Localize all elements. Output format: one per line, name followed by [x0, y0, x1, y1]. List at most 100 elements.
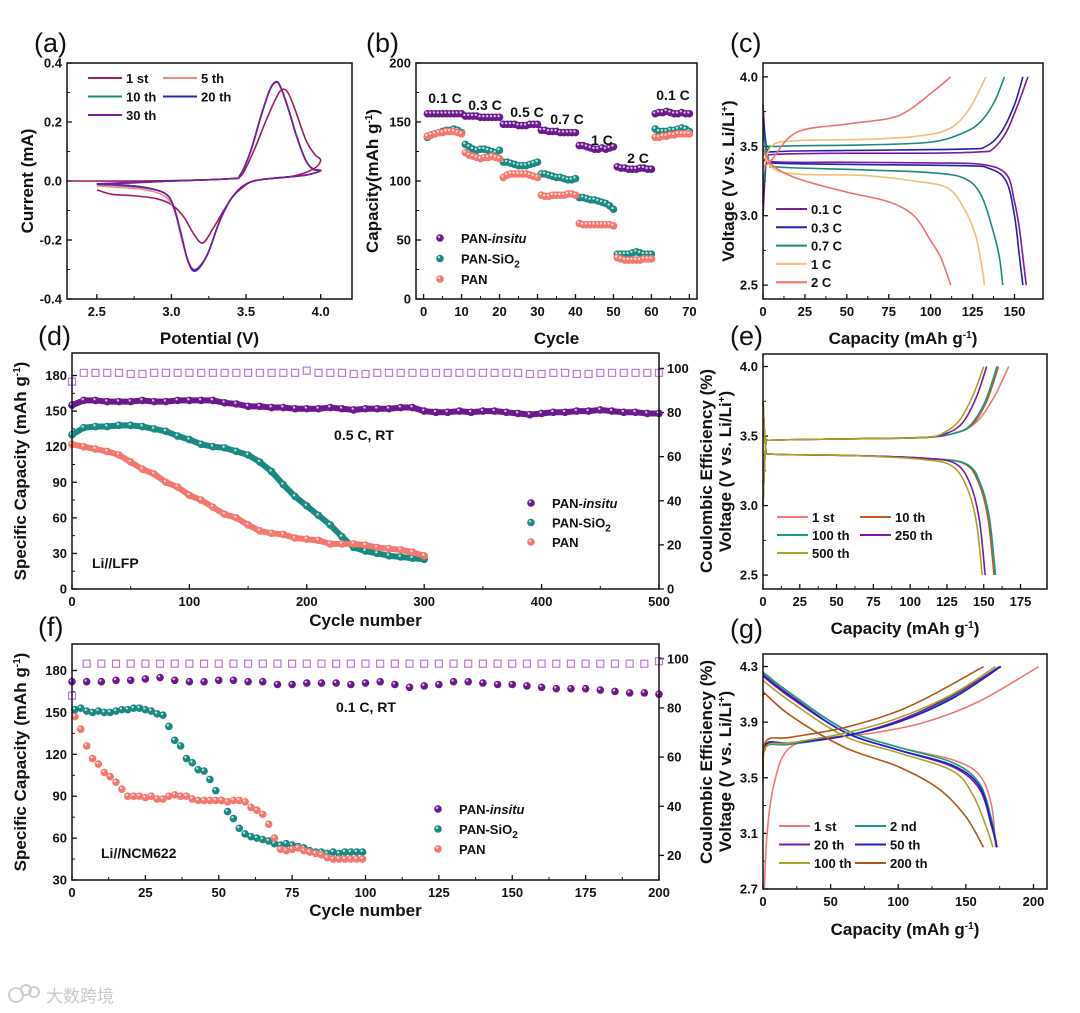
data-point — [405, 659, 414, 668]
legend-label-run: 1 st — [812, 510, 835, 525]
data-point — [153, 795, 161, 803]
series-layer — [423, 107, 694, 264]
data-point — [200, 796, 208, 805]
data-point — [106, 708, 114, 717]
legend-item: 100 th — [777, 528, 850, 543]
legend-label: 5 th — [201, 71, 224, 86]
panel-b: (b) 0 10 20 30 40 50 60 70 0 50 100 150 200 Cycle Capac… — [363, 28, 698, 348]
y-axis-title: Specific Capacity (mAh g-1) — [11, 653, 30, 872]
charge-curve — [762, 366, 988, 506]
charge-curve — [762, 76, 987, 175]
data-point — [200, 767, 208, 775]
data-point — [490, 368, 499, 377]
series-0-7-c — [762, 76, 1006, 286]
legend-label-run: 2 — [514, 260, 520, 271]
data-point — [533, 158, 542, 166]
data-point — [199, 659, 209, 668]
legend-label: 10 th — [895, 510, 925, 525]
data-point — [279, 530, 288, 539]
x-axis-title-run: ) — [974, 920, 980, 939]
discharge-curve — [762, 690, 985, 848]
legend-label: 50 th — [890, 838, 920, 853]
y-tick-label: -0.2 — [40, 233, 62, 248]
x-tick-label: 0 — [68, 885, 75, 900]
data-point — [314, 368, 323, 377]
legend-item: PAN-SiO2 — [436, 252, 520, 271]
data-point — [141, 793, 150, 802]
x-axis-title-run: Potential (V) — [160, 329, 259, 348]
legend-label-run: 1 st — [814, 819, 837, 834]
data-point — [396, 553, 405, 561]
data-point — [229, 814, 238, 823]
data-point — [467, 368, 476, 377]
data-point — [88, 754, 97, 763]
data-point — [209, 396, 217, 405]
data-point — [349, 406, 358, 414]
data-point — [434, 659, 443, 668]
legend-label-run: 250 th — [895, 528, 933, 543]
y-tick-label: 30 — [53, 546, 67, 561]
data-point — [229, 659, 238, 668]
x-axis-title: Capacity (mAh g-1) — [831, 619, 980, 638]
data-point — [291, 404, 299, 413]
legend-label: PAN-SiO2 — [552, 516, 611, 535]
legend-item: 10 th — [860, 510, 925, 525]
data-point — [566, 659, 576, 668]
data-point — [256, 402, 264, 411]
data-point — [347, 855, 355, 863]
data-point — [155, 659, 165, 668]
legend-label: 500 th — [812, 546, 850, 561]
data-point — [302, 659, 311, 668]
data-point — [273, 659, 282, 668]
data-point — [77, 725, 85, 733]
data-point — [608, 407, 616, 415]
x-tick-label: 200 — [648, 885, 670, 900]
data-point — [478, 659, 487, 668]
series-pan — [71, 712, 367, 863]
data-point — [97, 677, 106, 686]
y-tick-label: 30 — [53, 873, 67, 888]
data-point — [647, 165, 656, 173]
y-axis-title-run: ) — [719, 100, 738, 106]
data-point — [170, 736, 179, 745]
legend-label: 1 C — [811, 257, 832, 272]
data-point — [405, 683, 414, 692]
discharge-curve — [762, 679, 994, 848]
data-point — [346, 659, 355, 668]
data-point — [376, 677, 384, 686]
legend: 0.1 C 0.3 C 0.7 C 1 C 2 C — [776, 202, 843, 290]
data-point — [118, 705, 126, 714]
legend-item: 1 C — [776, 257, 832, 272]
series-2-c — [762, 76, 952, 286]
data-point — [223, 797, 232, 806]
series-50-th — [762, 665, 1002, 848]
y-axis-title-run: + — [717, 696, 728, 702]
data-point — [100, 768, 109, 777]
y2-tick-label: 80 — [667, 405, 681, 420]
data-point — [115, 451, 123, 459]
data-point — [141, 675, 150, 683]
data-point — [279, 403, 288, 412]
legend-item: 2 nd — [855, 819, 917, 834]
data-point — [126, 397, 135, 406]
legend-marker — [527, 499, 535, 507]
data-point — [317, 851, 326, 859]
data-point — [631, 368, 640, 377]
data-point — [208, 368, 217, 377]
data-point — [611, 687, 619, 696]
data-point — [244, 451, 252, 459]
y2-tick-label: 20 — [667, 848, 681, 863]
data-point — [288, 659, 297, 668]
y-tick-label: 120 — [45, 439, 67, 454]
legend-label: 0.3 C — [811, 220, 843, 235]
data-point — [508, 659, 517, 668]
data-point — [223, 807, 232, 816]
annotation: 2 C — [627, 150, 649, 166]
legend-item: 100 th — [779, 856, 852, 871]
data-point — [361, 369, 370, 379]
legend-label-run: 100 th — [814, 856, 852, 871]
data-point — [188, 795, 197, 803]
data-point — [147, 707, 156, 715]
data-point — [150, 425, 158, 433]
